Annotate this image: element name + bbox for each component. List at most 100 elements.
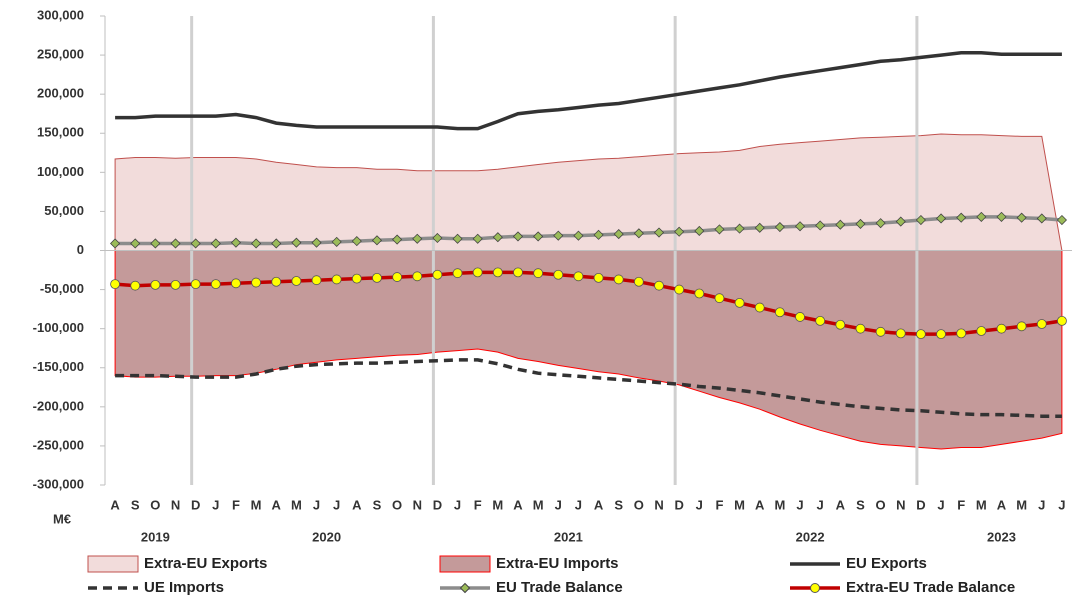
legend-label: EU Trade Balance bbox=[496, 579, 623, 596]
x-tick-label: J bbox=[313, 497, 320, 512]
y-tick-label: 300,000 bbox=[37, 7, 84, 22]
x-tick-label: M bbox=[1016, 497, 1027, 512]
x-tick-label: A bbox=[997, 497, 1007, 512]
marker bbox=[875, 326, 886, 337]
marker bbox=[674, 226, 685, 237]
marker bbox=[150, 279, 161, 290]
marker bbox=[392, 234, 403, 245]
year-label: 2019 bbox=[141, 529, 170, 544]
marker bbox=[472, 267, 483, 278]
marker bbox=[915, 214, 926, 226]
marker bbox=[130, 238, 141, 249]
x-tick-label: M bbox=[734, 497, 745, 512]
x-tick-label: O bbox=[876, 497, 886, 512]
legend-marker bbox=[459, 582, 471, 594]
legend-item: EU Trade Balance bbox=[440, 579, 623, 596]
x-tick-label: M bbox=[291, 497, 302, 512]
marker bbox=[916, 329, 926, 340]
year-label: 2021 bbox=[554, 529, 583, 544]
area bbox=[114, 250, 1063, 450]
marker bbox=[593, 229, 604, 240]
year-label: 2023 bbox=[987, 529, 1016, 544]
y-tick-label: -150,000 bbox=[33, 359, 84, 374]
marker bbox=[130, 280, 141, 291]
x-tick-label: D bbox=[916, 497, 925, 512]
marker bbox=[996, 211, 1007, 222]
x-tick-label: N bbox=[413, 497, 422, 512]
marker bbox=[1016, 321, 1027, 332]
y-tick-label: 200,000 bbox=[37, 86, 84, 101]
marker bbox=[996, 323, 1007, 334]
marker bbox=[855, 218, 866, 229]
legend-label: Extra-EU Exports bbox=[144, 555, 267, 572]
marker bbox=[432, 269, 443, 280]
x-tick-label: N bbox=[171, 497, 180, 512]
legend-item: Extra-EU Imports bbox=[439, 555, 619, 573]
x-tick-label: D bbox=[674, 497, 683, 512]
x-tick-label: F bbox=[715, 497, 723, 512]
line bbox=[115, 50, 1062, 131]
x-tick-label: A bbox=[272, 497, 282, 512]
x-tick-label: O bbox=[634, 497, 644, 512]
marker bbox=[694, 288, 705, 299]
x-tick-label: O bbox=[150, 497, 160, 512]
unit-label: M€ bbox=[53, 511, 71, 526]
marker bbox=[452, 268, 463, 279]
marker bbox=[553, 269, 564, 280]
marker bbox=[956, 328, 967, 339]
marker bbox=[392, 272, 403, 282]
marker bbox=[1016, 212, 1027, 223]
y-tick-label: -250,000 bbox=[33, 437, 84, 452]
marker bbox=[150, 238, 161, 249]
y-tick-label: 150,000 bbox=[37, 125, 84, 140]
marker bbox=[271, 276, 282, 287]
marker bbox=[512, 231, 524, 242]
x-tick-label: J bbox=[937, 497, 944, 512]
x-tick-label: O bbox=[392, 497, 402, 512]
marker bbox=[351, 236, 362, 247]
marker bbox=[754, 222, 765, 233]
marker bbox=[492, 267, 503, 278]
marker bbox=[774, 221, 785, 233]
line bbox=[115, 358, 1062, 418]
marker bbox=[794, 221, 806, 232]
legend-label: Extra-EU Trade Balance bbox=[846, 579, 1015, 596]
marker bbox=[835, 219, 846, 230]
x-tick-label: M bbox=[492, 497, 503, 512]
marker bbox=[110, 238, 121, 249]
y-tick-label: -300,000 bbox=[33, 476, 84, 491]
x-tick-label: M bbox=[774, 497, 785, 512]
marker bbox=[633, 276, 644, 287]
marker bbox=[432, 232, 443, 244]
x-tick-label: J bbox=[817, 497, 824, 512]
marker bbox=[231, 278, 241, 289]
marker bbox=[291, 237, 302, 248]
legend-item: EU Exports bbox=[790, 555, 927, 572]
area bbox=[114, 133, 1063, 251]
marker bbox=[1036, 319, 1047, 329]
marker bbox=[633, 228, 644, 239]
marker bbox=[734, 297, 745, 308]
marker bbox=[412, 271, 423, 282]
x-tick-label: J bbox=[454, 497, 461, 512]
marker bbox=[170, 238, 181, 249]
marker bbox=[855, 323, 866, 334]
marker bbox=[230, 237, 242, 248]
x-tick-label: F bbox=[474, 497, 482, 512]
marker bbox=[1056, 214, 1067, 226]
marker bbox=[613, 229, 624, 240]
x-tick-label: A bbox=[594, 497, 604, 512]
x-tick-label: J bbox=[575, 497, 582, 512]
x-tick-label: A bbox=[836, 497, 846, 512]
marker bbox=[593, 272, 604, 283]
marker bbox=[452, 233, 463, 244]
marker bbox=[795, 312, 805, 322]
x-tick-label: M bbox=[251, 497, 262, 512]
marker bbox=[976, 211, 987, 222]
marker bbox=[875, 218, 886, 229]
marker bbox=[271, 238, 282, 249]
marker bbox=[935, 213, 947, 224]
marker bbox=[553, 230, 564, 241]
x-tick-label: N bbox=[654, 497, 663, 512]
marker bbox=[1036, 213, 1047, 224]
